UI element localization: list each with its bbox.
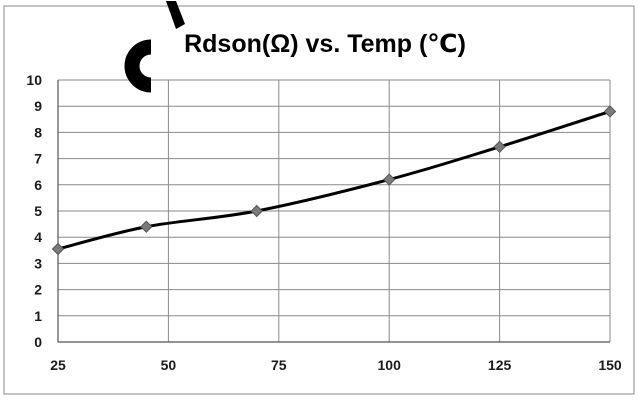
x-tick-label: 75 <box>271 357 287 373</box>
decorative-wedge-mark <box>166 1 185 29</box>
data-point-marker <box>382 173 396 186</box>
tick-labels: 0 1 2 3 4 5 6 7 8 9 10 25 50 75 100 125 150 <box>26 72 621 373</box>
x-tick-label: 25 <box>50 357 66 373</box>
data-point-marker <box>250 204 263 218</box>
y-tick-label: 0 <box>34 334 42 350</box>
y-tick-label: 10 <box>26 72 42 88</box>
data-point-marker <box>51 242 65 256</box>
gridlines <box>58 79 611 342</box>
data-point-marker <box>493 140 506 154</box>
y-tick-label: 3 <box>34 255 42 271</box>
decorative-arc-mark <box>124 39 152 93</box>
chart-frame <box>3 5 635 395</box>
x-tick-label: 100 <box>378 357 402 373</box>
chart-title: Rdson(Ω) vs. Temp (℃) <box>184 30 466 58</box>
y-tick-label: 2 <box>34 282 42 298</box>
y-tick-label: 8 <box>34 124 42 140</box>
data-point-marker <box>603 105 617 118</box>
y-tick-label: 6 <box>34 177 42 193</box>
data-series <box>51 105 617 256</box>
x-tick-label: 125 <box>488 357 512 373</box>
y-tick-label: 1 <box>34 308 42 324</box>
y-tick-label: 5 <box>34 203 42 219</box>
x-tick-label: 50 <box>161 357 177 373</box>
y-tick-label: 7 <box>34 151 42 167</box>
x-tick-label: 150 <box>598 357 622 373</box>
axes <box>57 80 610 343</box>
data-point-marker <box>140 220 153 233</box>
y-tick-label: 9 <box>34 98 42 114</box>
y-tick-label: 4 <box>34 229 42 245</box>
